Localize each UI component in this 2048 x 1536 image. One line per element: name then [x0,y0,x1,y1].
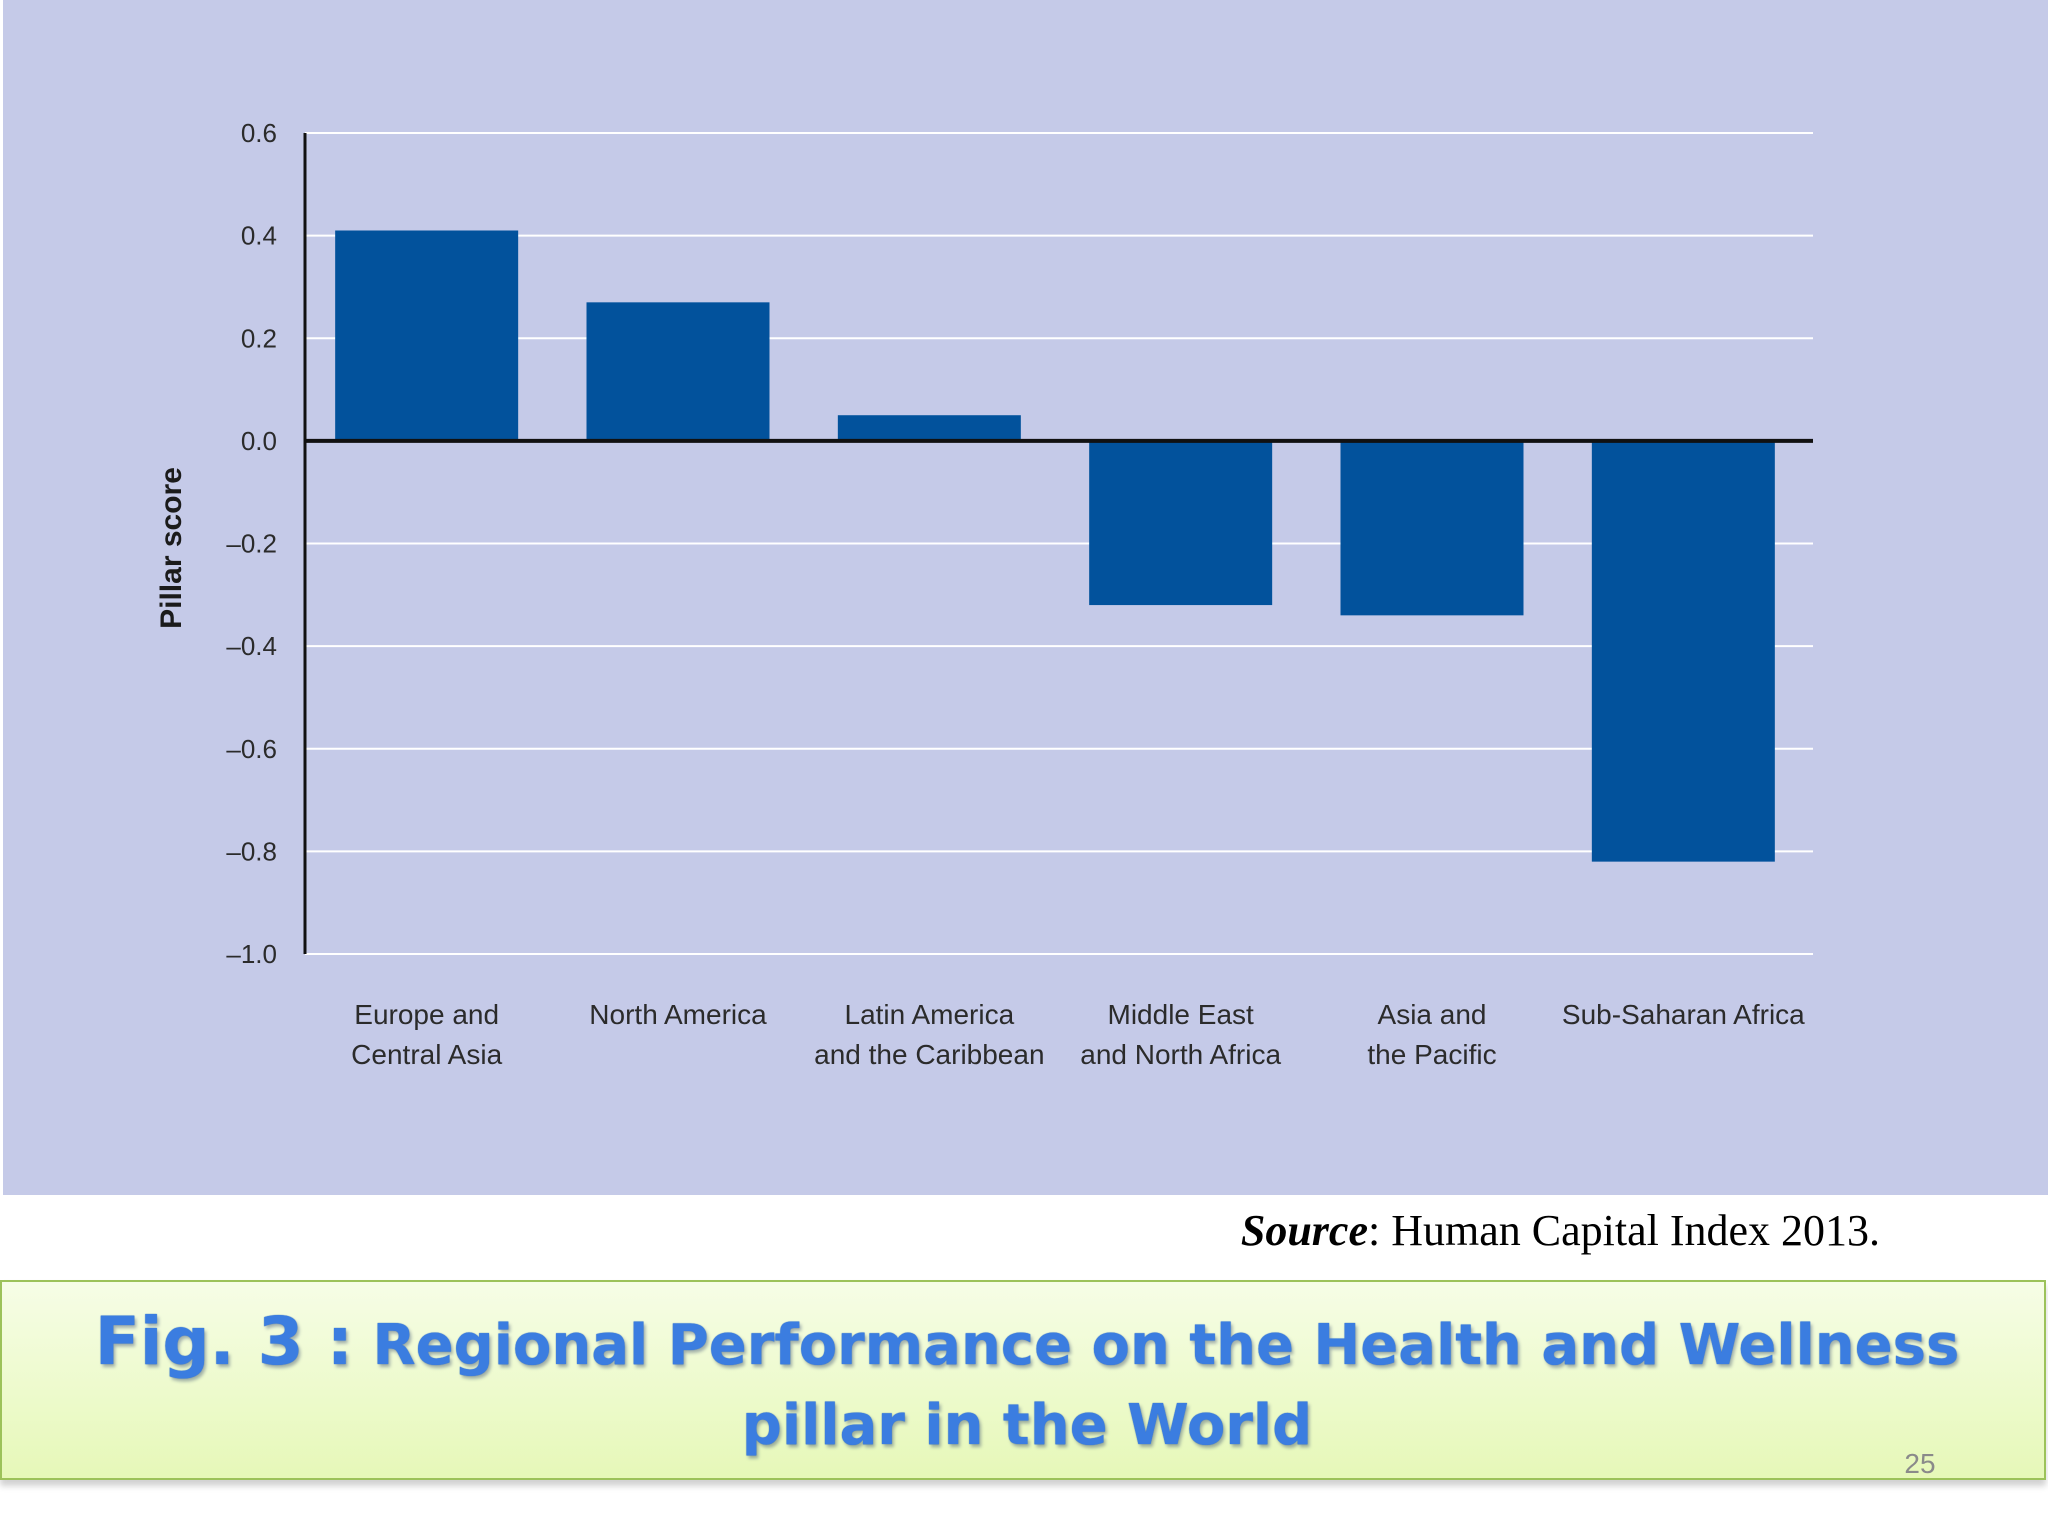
source-text: : Human Capital Index 2013. [1367,1206,1880,1255]
category-label: Europe and [354,999,499,1030]
bar [837,415,1021,441]
category-label: and North Africa [1080,1039,1281,1070]
figure-title: Regional Performance on the Health and W… [372,1313,1960,1458]
bar [586,302,770,441]
bar [335,230,519,441]
y-tick-label: –0.8 [226,836,277,866]
y-axis-label: Pillar score [155,467,188,629]
y-tick-label: –0.4 [226,631,277,661]
category-label: Middle East [1108,999,1255,1030]
chart-panel: 0.6 0.4 0.2 0.0 –0.2 –0.4 –0.6 –0.8 –1.0 Europe a… [3,0,2048,1195]
page-number: 25 [1904,1448,1936,1479]
category-label: North America [589,999,767,1030]
category-label: Asia and [1378,999,1487,1030]
source-note: Source: Human Capital Index 2013. [1100,1205,1880,1256]
y-tick-label: –0.6 [226,734,277,764]
bar [1089,440,1273,606]
figure-caption-box: Fig. 3 : Regional Performance on the Hea… [0,1280,2046,1480]
y-tick-label: 0.6 [241,118,277,148]
y-tick-label: 0.2 [241,323,277,353]
category-label: and the Caribbean [814,1039,1044,1070]
category-label: Central Asia [351,1039,502,1070]
category-label: Latin America [845,999,1015,1030]
source-label: Source [1240,1206,1368,1255]
y-tick-label: –0.2 [226,529,277,559]
category-label: the Pacific [1367,1039,1496,1070]
y-tick-label: 0.0 [241,426,277,456]
bar [1591,440,1775,862]
bar-chart: 0.6 0.4 0.2 0.0 –0.2 –0.4 –0.6 –0.8 –1.0 Europe a… [155,118,1813,1070]
y-tick-label: 0.4 [241,221,277,251]
figure-caption: Fig. 3 : Regional Performance on the Hea… [82,1302,1972,1466]
y-tick-label: –1.0 [226,939,277,969]
figure-number: Fig. 3 : [94,1303,353,1380]
bar [1340,440,1524,616]
category-label: Sub-Saharan Africa [1562,999,1805,1030]
